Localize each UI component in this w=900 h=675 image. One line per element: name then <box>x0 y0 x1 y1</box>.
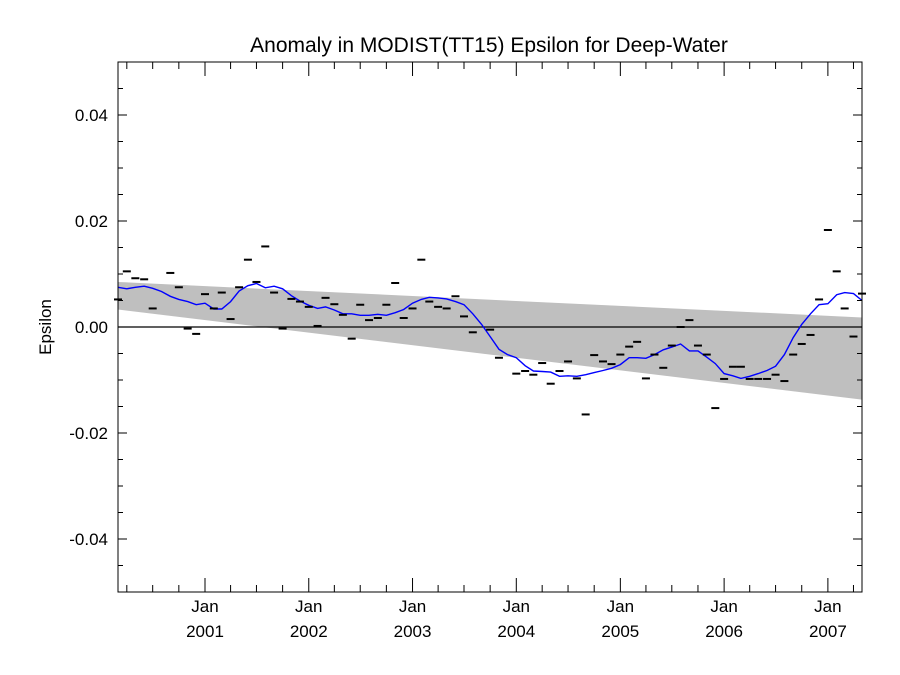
x-tick-label-month: Jan <box>295 597 322 616</box>
y-tick-label: -0.04 <box>69 530 108 549</box>
axes-layer <box>117 61 863 593</box>
y-tick-label: 0.00 <box>75 318 108 337</box>
x-tick-label-year: 2004 <box>497 622 535 641</box>
x-tick-label-month: Jan <box>607 597 634 616</box>
x-tick-label-year: 2002 <box>290 622 328 641</box>
chart-title: Anomaly in MODIST(TT15) Epsilon for Deep… <box>250 34 728 57</box>
smoothed-series-line <box>117 282 863 380</box>
uncertainty-band <box>118 281 862 400</box>
y-axis-label: Epsilon <box>36 299 55 355</box>
y-tick-label: 0.02 <box>75 212 108 231</box>
x-tick-labels: Jan 2001 Jan 2002 Jan 2003 Jan 2004 Jan 2005 Jan 20… <box>186 597 847 641</box>
x-tick-label-year: 2003 <box>394 622 432 641</box>
x-tick-label-year: 2001 <box>186 622 224 641</box>
x-tick-label-year: 2006 <box>705 622 743 641</box>
x-tick-label-month: Jan <box>191 597 218 616</box>
monthly-points-layer <box>114 229 866 416</box>
x-tick-label-month: Jan <box>814 597 841 616</box>
y-tick-label: 0.04 <box>75 106 108 125</box>
x-tick-label-month: Jan <box>503 597 530 616</box>
x-tick-label-year: 2007 <box>809 622 847 641</box>
uncertainty-band-layer <box>118 281 862 400</box>
x-tick-label-year: 2005 <box>601 622 639 641</box>
y-tick-labels: -0.04 -0.02 0.00 0.02 0.04 <box>69 106 108 549</box>
smoothed-line-layer <box>117 282 863 380</box>
x-tick-label-month: Jan <box>399 597 426 616</box>
x-tick-label-month: Jan <box>710 597 737 616</box>
y-tick-label: -0.02 <box>69 424 108 443</box>
